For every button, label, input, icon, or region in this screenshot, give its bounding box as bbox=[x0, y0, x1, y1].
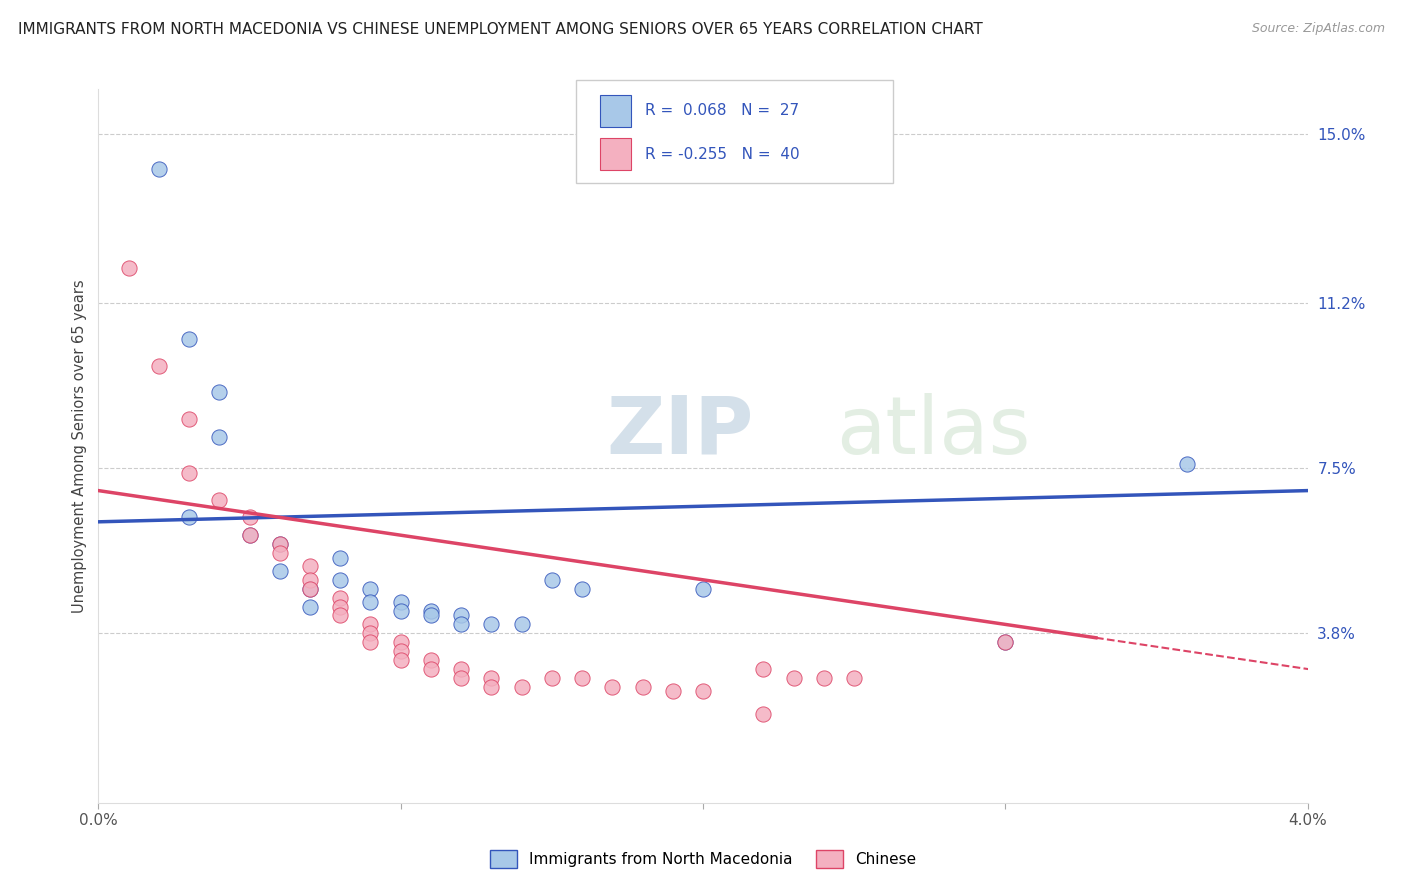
Point bbox=[208, 430, 231, 444]
Point bbox=[450, 617, 472, 632]
Point bbox=[329, 591, 352, 605]
Point bbox=[481, 671, 503, 685]
Point bbox=[1175, 457, 1198, 471]
Point bbox=[420, 608, 443, 623]
Point bbox=[360, 626, 382, 640]
Legend: Immigrants from North Macedonia, Chinese: Immigrants from North Macedonia, Chinese bbox=[484, 844, 922, 873]
Point bbox=[994, 635, 1017, 649]
Point bbox=[360, 595, 382, 609]
Point bbox=[299, 559, 322, 574]
Point bbox=[481, 617, 503, 632]
Point bbox=[631, 680, 654, 694]
Point bbox=[360, 635, 382, 649]
Y-axis label: Unemployment Among Seniors over 65 years: Unemployment Among Seniors over 65 years bbox=[72, 279, 87, 613]
Point bbox=[450, 662, 472, 676]
Point bbox=[450, 608, 472, 623]
Point bbox=[420, 604, 443, 618]
Point bbox=[661, 684, 683, 698]
Point bbox=[329, 550, 352, 565]
Point bbox=[299, 582, 322, 596]
Point bbox=[420, 653, 443, 667]
Text: IMMIGRANTS FROM NORTH MACEDONIA VS CHINESE UNEMPLOYMENT AMONG SENIORS OVER 65 YE: IMMIGRANTS FROM NORTH MACEDONIA VS CHINE… bbox=[18, 22, 983, 37]
Point bbox=[239, 528, 262, 542]
Point bbox=[692, 684, 714, 698]
Point bbox=[540, 573, 562, 587]
Text: R =  0.068   N =  27: R = 0.068 N = 27 bbox=[645, 103, 800, 119]
Text: Source: ZipAtlas.com: Source: ZipAtlas.com bbox=[1251, 22, 1385, 36]
Point bbox=[118, 260, 141, 275]
Point bbox=[208, 492, 231, 507]
Point bbox=[692, 582, 714, 596]
Point bbox=[179, 412, 201, 426]
Point bbox=[420, 662, 443, 676]
Point bbox=[299, 573, 322, 587]
Point bbox=[389, 635, 412, 649]
Point bbox=[329, 608, 352, 623]
Point bbox=[269, 537, 291, 551]
Point bbox=[752, 706, 775, 721]
Point bbox=[148, 162, 170, 177]
Point bbox=[239, 528, 262, 542]
Point bbox=[994, 635, 1017, 649]
Point bbox=[269, 564, 291, 578]
Point bbox=[510, 617, 533, 632]
Point bbox=[179, 466, 201, 480]
Point bbox=[179, 332, 201, 346]
Point bbox=[602, 680, 624, 694]
Point bbox=[389, 644, 412, 658]
Point bbox=[299, 599, 322, 614]
Point bbox=[783, 671, 806, 685]
Point bbox=[813, 671, 835, 685]
Point bbox=[269, 537, 291, 551]
Point bbox=[148, 359, 170, 373]
Point bbox=[269, 546, 291, 560]
Point bbox=[389, 604, 412, 618]
Point bbox=[239, 510, 262, 524]
Point bbox=[389, 595, 412, 609]
Point bbox=[571, 582, 593, 596]
Text: atlas: atlas bbox=[837, 392, 1031, 471]
Point bbox=[844, 671, 866, 685]
Point bbox=[360, 582, 382, 596]
Point bbox=[571, 671, 593, 685]
Point bbox=[752, 662, 775, 676]
Point bbox=[208, 385, 231, 400]
Point bbox=[299, 582, 322, 596]
Point bbox=[389, 653, 412, 667]
Text: R = -0.255   N =  40: R = -0.255 N = 40 bbox=[645, 146, 800, 161]
Text: ZIP: ZIP bbox=[606, 392, 754, 471]
Point bbox=[179, 510, 201, 524]
Point bbox=[329, 573, 352, 587]
Point bbox=[540, 671, 562, 685]
Point bbox=[329, 599, 352, 614]
Point bbox=[450, 671, 472, 685]
Point bbox=[510, 680, 533, 694]
Point bbox=[360, 617, 382, 632]
Point bbox=[481, 680, 503, 694]
